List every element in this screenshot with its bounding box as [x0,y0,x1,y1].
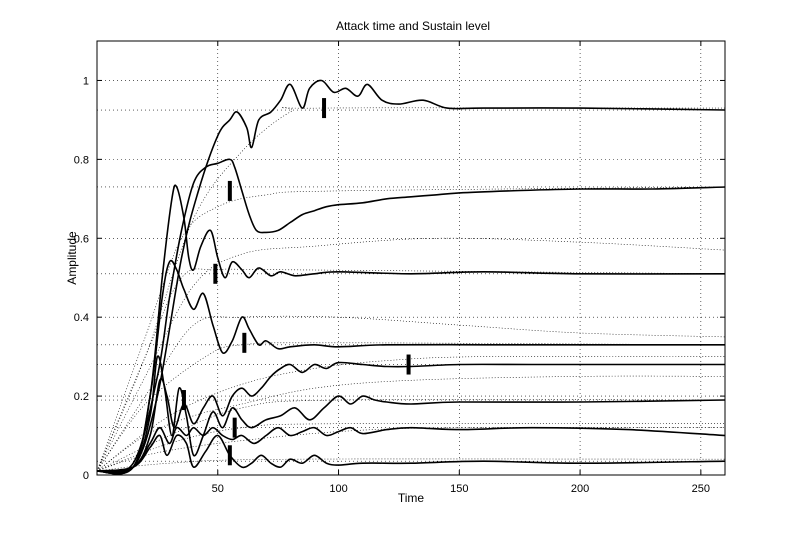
amplitude-line [96,259,725,475]
amplitude-line [96,184,726,475]
y-tick-label: 0.8 [74,154,89,166]
attack-marker [181,390,186,411]
attack-marker [242,332,247,353]
envelope-line [96,356,726,472]
attack-marker [406,354,411,375]
envelope-line [96,237,726,472]
y-tick-label: 1 [83,75,89,87]
envelope-line [96,342,726,472]
attack-marker [322,98,327,119]
plot-frame [96,40,726,476]
amplitude-line [96,355,726,474]
attack-marker [232,417,237,438]
x-tick-label: 150 [450,483,468,495]
attack-marker [227,180,232,201]
x-tick-label: 50 [212,483,224,495]
envelope-line [96,315,726,472]
y-tick-label: 0 [83,470,89,482]
attack-markers [181,98,411,466]
y-axis-label: Amplitude [65,231,79,285]
amplitude-line [96,361,725,472]
y-tick-label: 0.6 [74,233,89,245]
grid [97,41,725,476]
chart-title: Attack time and Sustain level [336,19,490,33]
axis-ticks: 50 100 150 200 250 0 0.2 0.4 0.6 0.8 1 [74,41,725,495]
x-axis-label: Time [398,491,425,505]
x-tick-label: 100 [329,483,347,495]
envelope-line [96,399,726,472]
x-tick-label: 200 [571,483,589,495]
amplitude-line [96,79,726,475]
envelope-line [96,423,726,472]
amplitude-line [96,434,726,472]
amplitude-line [96,158,726,474]
attack-marker [213,263,218,284]
amplitude-line [96,426,726,472]
x-tick-label: 250 [692,483,710,495]
attack-marker [227,445,232,466]
y-tick-label: 0.2 [74,391,89,403]
envelope-line [96,427,726,472]
y-tick-label: 0.4 [74,312,89,324]
series-lines [96,79,726,475]
